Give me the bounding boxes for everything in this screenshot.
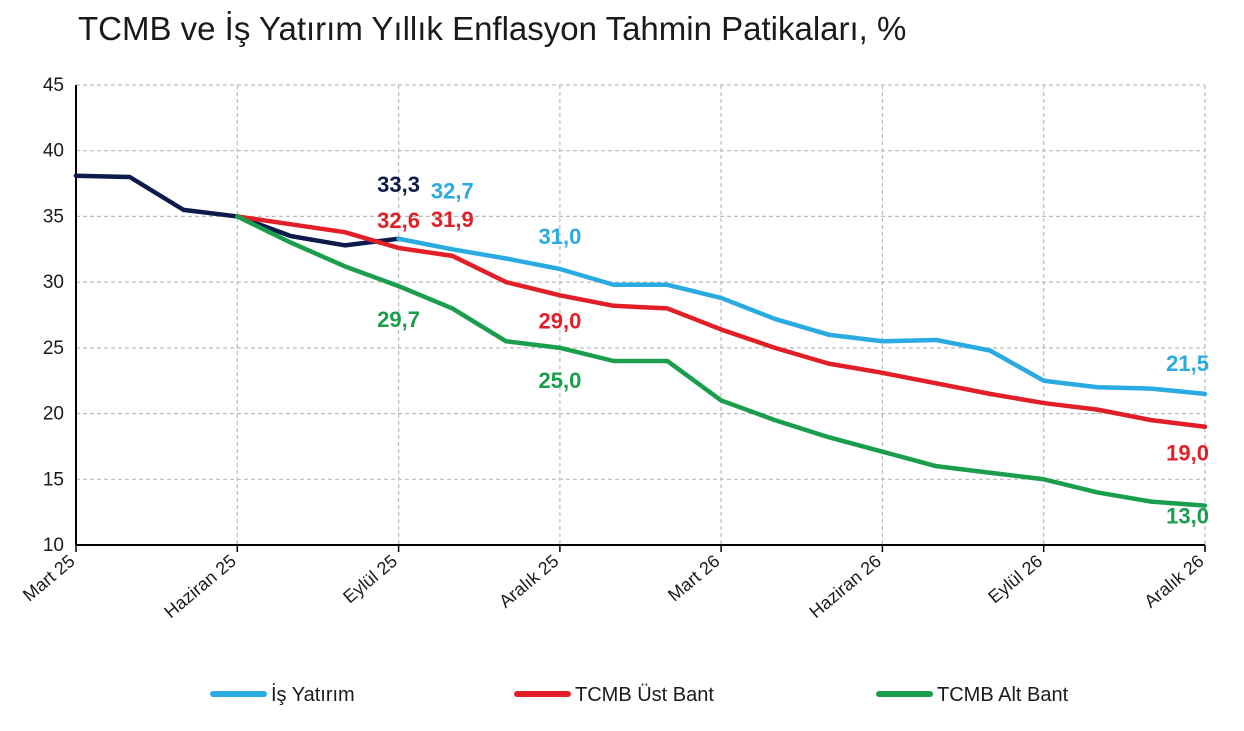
- svg-text:Mart 25: Mart 25: [19, 551, 79, 606]
- svg-text:Eylül 25: Eylül 25: [339, 551, 401, 607]
- svg-text:Haziran 25: Haziran 25: [160, 551, 240, 622]
- svg-text:45: 45: [43, 75, 64, 96]
- svg-text:30: 30: [43, 272, 64, 293]
- svg-text:32,7: 32,7: [431, 179, 474, 204]
- svg-text:10: 10: [43, 535, 64, 556]
- svg-text:Mart 26: Mart 26: [664, 551, 724, 606]
- svg-text:33,3: 33,3: [377, 172, 420, 197]
- svg-text:20: 20: [43, 404, 64, 425]
- svg-text:25,0: 25,0: [538, 368, 581, 393]
- svg-text:19,0: 19,0: [1166, 441, 1209, 466]
- svg-text:Aralık 25: Aralık 25: [495, 551, 562, 612]
- svg-text:31,9: 31,9: [431, 207, 474, 232]
- svg-text:32,6: 32,6: [377, 208, 420, 233]
- svg-text:40: 40: [43, 141, 64, 162]
- svg-text:35: 35: [43, 206, 64, 227]
- svg-text:13,0: 13,0: [1166, 504, 1209, 529]
- svg-text:31,0: 31,0: [538, 224, 581, 249]
- svg-text:29,7: 29,7: [377, 307, 420, 332]
- svg-text:25: 25: [43, 338, 64, 359]
- svg-text:15: 15: [43, 469, 64, 490]
- svg-text:Eylül 26: Eylül 26: [984, 551, 1046, 607]
- svg-text:Haziran 26: Haziran 26: [805, 551, 885, 622]
- svg-text:29,0: 29,0: [538, 308, 581, 333]
- svg-text:Aralık 26: Aralık 26: [1140, 551, 1207, 612]
- svg-text:21,5: 21,5: [1166, 351, 1209, 376]
